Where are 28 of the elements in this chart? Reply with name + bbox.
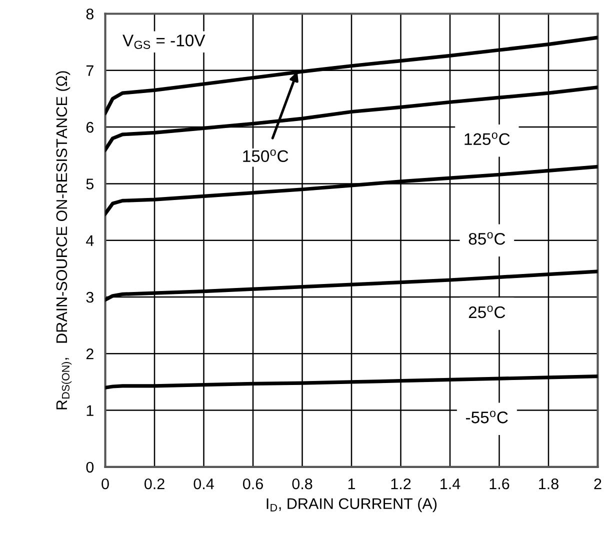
y-tick-label: 4 [86,235,94,246]
x-axis-title: I$_{D}$, DRAIN CURRENT (A) [266,498,437,512]
x-tick-label: 0.2 [144,478,164,490]
x-tick-label: 0.6 [242,478,263,490]
annotation: V$_{GS}$ = -10V [122,34,206,49]
y-tick-label: 2 [86,348,94,360]
annotation: 150$^{o}$C [243,149,288,162]
y-tick-label: 8 [86,8,94,20]
x-tick-label: 2 [594,478,602,490]
x-tick-label: 1.6 [490,478,510,490]
y-tick-label: 3 [86,292,94,303]
annotation: 125$^{o}$C [464,132,510,146]
y-tick-label: 7 [86,65,94,76]
x-tick-label: 0 [102,478,109,490]
x-tick-label: 1.2 [391,478,411,490]
x-tick-label: 1.8 [539,478,558,490]
y-tick-label: 1 [86,405,94,416]
x-tick-label: 0.4 [194,478,214,490]
annotation: -55$^{o}$C [466,410,508,424]
x-tick-label: 0.8 [292,478,312,490]
x-tick-label: 1.4 [440,478,460,490]
annotation: 85$^{o}$C [468,232,506,245]
y-axis-title: R$_{DS(ON)}$, DRAIN-SOURCE ON-RESISTANCE (Ω) [56,71,72,410]
y-tick-label: 0 [86,462,94,473]
annotation: 25$^{o}$C [468,306,506,318]
y-tick-label: 5 [86,178,94,190]
y-tick-label: 6 [86,122,94,133]
x-tick-label: 1 [348,478,356,490]
